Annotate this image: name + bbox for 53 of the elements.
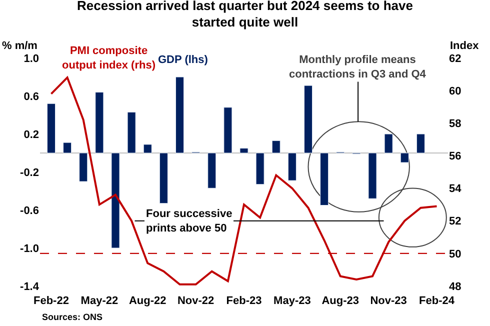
bar xyxy=(272,140,280,154)
bar xyxy=(46,103,56,154)
bar xyxy=(63,142,72,154)
bar xyxy=(288,152,296,181)
y-tick-label: -1.4 xyxy=(20,280,40,293)
chart-title: Recession arrived last quarter but 2024 seems to have started quite well xyxy=(77,0,413,30)
bar xyxy=(416,134,425,154)
bar xyxy=(127,112,136,154)
bar xyxy=(143,144,152,154)
bar xyxy=(208,152,216,188)
x-tick-label: Feb-23 xyxy=(226,295,262,307)
x-tick-label: Feb-24 xyxy=(419,295,456,307)
annotation: Four successive prints above 50 xyxy=(146,208,232,234)
y2-tick-label: 48 xyxy=(449,280,462,293)
y2-tick-label: 50 xyxy=(449,248,462,260)
y-tick-label: 0.2 xyxy=(24,128,39,141)
x-tick-label: Nov-23 xyxy=(370,295,407,307)
bar xyxy=(95,92,104,154)
bar xyxy=(79,152,88,182)
bar xyxy=(175,76,184,154)
y-tick-label: 1.0 xyxy=(24,52,39,65)
bar xyxy=(224,107,232,154)
y-tick-label: 0.6 xyxy=(24,90,39,103)
y-axis-title: % m/m xyxy=(2,40,38,52)
annotation: Monthly profile means contractions in Q3 and Q4 xyxy=(289,54,427,80)
x-tick-label: Nov-22 xyxy=(177,295,214,307)
bar xyxy=(320,152,329,206)
bar xyxy=(304,85,313,154)
bar xyxy=(384,134,393,154)
x-tick-label: May-22 xyxy=(80,295,118,307)
y2-axis-title: Index xyxy=(450,40,480,52)
source-note: Sources: ONS xyxy=(42,312,103,322)
y2-tick-label: 56 xyxy=(449,150,462,163)
x-tick-label: May-23 xyxy=(274,295,311,307)
series-label: GDP (lhs) xyxy=(158,54,208,66)
y2-tick-label: 62 xyxy=(449,52,462,65)
y2-tick-label: 52 xyxy=(449,216,462,228)
y2-tick-label: 54 xyxy=(449,183,462,196)
bar xyxy=(240,148,248,154)
y2-tick-label: 60 xyxy=(449,85,462,98)
x-tick-label: Feb-22 xyxy=(34,295,69,307)
bar xyxy=(111,152,120,248)
y2-tick-label: 58 xyxy=(449,118,462,130)
x-tick-label: Aug-22 xyxy=(128,295,166,307)
bar xyxy=(159,152,168,204)
y-tick-label: -1.0 xyxy=(20,242,39,255)
bar xyxy=(256,152,264,185)
x-tick-label: Aug-23 xyxy=(322,295,360,307)
series-label: PMI composite output index (rhs) xyxy=(62,45,156,72)
bar xyxy=(400,152,409,163)
y-tick-label: -0.6 xyxy=(20,204,39,217)
bar xyxy=(368,152,377,199)
y-tick-label: -0.2 xyxy=(20,166,39,179)
